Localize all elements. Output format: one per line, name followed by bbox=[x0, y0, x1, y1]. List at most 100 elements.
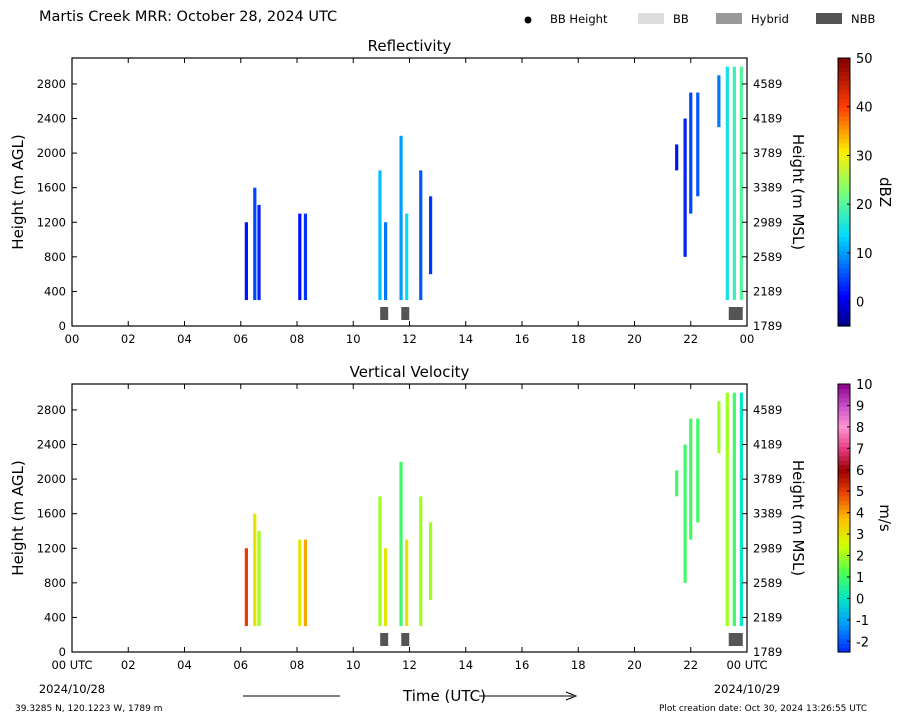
panel1-colorbar-segment bbox=[838, 160, 850, 166]
panel2-colorbar-segment bbox=[838, 535, 850, 541]
panel2-data-column bbox=[696, 418, 700, 523]
panel2-colorbar-segment bbox=[838, 629, 850, 635]
panel2-colorbar-segment bbox=[838, 406, 850, 412]
panel2-colorbar-segment bbox=[838, 647, 850, 653]
panel1-x-tick-label: 04 bbox=[177, 332, 192, 346]
panel2-colorbar-segment bbox=[838, 544, 850, 550]
panel2-colorbar-segment bbox=[838, 526, 850, 532]
panel1-y-tick-label: 800 bbox=[44, 250, 66, 264]
panel2-y-tick-label: 2800 bbox=[37, 403, 66, 417]
panel2-bb-marker bbox=[380, 633, 389, 646]
panel2-colorbar-segment bbox=[838, 634, 850, 640]
panel2-colorbar-segment bbox=[838, 571, 850, 577]
panel2-colorbar-segment bbox=[838, 585, 850, 591]
panel1-x-tick-label: 06 bbox=[233, 332, 248, 346]
panel1-bb-marker bbox=[728, 307, 743, 320]
panel1-colorbar-segment bbox=[838, 62, 850, 68]
panel1-colorbar-segment bbox=[838, 147, 850, 153]
panel1-colorbar-segment bbox=[838, 58, 850, 64]
panel1-y-tick-label: 1200 bbox=[37, 215, 66, 229]
panel1-x-tick-label: 16 bbox=[515, 332, 530, 346]
panel2-y-tick-label: 2400 bbox=[37, 438, 66, 452]
panel1-data-column bbox=[689, 92, 693, 214]
panel1-colorbar-segment bbox=[838, 133, 850, 139]
panel2-colorbar-segment bbox=[838, 410, 850, 416]
panel2-colorbar-segment bbox=[838, 567, 850, 573]
panel2-colorbar-segment bbox=[838, 558, 850, 564]
panel2-colorbar-tick-label: 1 bbox=[856, 571, 864, 586]
panel1-colorbar-segment bbox=[838, 71, 850, 77]
panel2-colorbar-segment bbox=[838, 513, 850, 519]
panel2-x-date-start: 2024/10/28 bbox=[39, 682, 105, 696]
panel2-colorbar-segment bbox=[838, 593, 850, 599]
panel2-colorbar-segment bbox=[838, 616, 850, 622]
panel1-colorbar-segment bbox=[838, 223, 850, 229]
panel2-x-tick-label: 10 bbox=[346, 658, 361, 672]
panel1-y-tick-label-right: 2989 bbox=[753, 215, 782, 229]
panel1-colorbar-segment bbox=[838, 169, 850, 175]
panel2-colorbar-segment bbox=[838, 562, 850, 568]
panel1-colorbar-segment bbox=[838, 178, 850, 184]
panel1-data-column bbox=[405, 213, 409, 301]
panel2-colorbar-segment bbox=[838, 495, 850, 501]
panel1-colorbar-segment bbox=[838, 151, 850, 157]
panel1-title: Reflectivity bbox=[368, 37, 452, 55]
panel2-colorbar-segment bbox=[838, 607, 850, 613]
panel2-colorbar-segment bbox=[838, 580, 850, 586]
panel1-colorbar-segment bbox=[838, 93, 850, 99]
panel2-x-date-end: 2024/10/29 bbox=[714, 682, 780, 696]
panel1-plot-frame bbox=[71, 57, 748, 327]
panel2-colorbar-segment bbox=[838, 522, 850, 528]
panel2-title: Vertical Velocity bbox=[350, 363, 470, 381]
panel2-colorbar-segment bbox=[838, 415, 850, 421]
panel2-y-tick-label-right: 3789 bbox=[753, 472, 782, 486]
panel1-colorbar-tick-label: 30 bbox=[856, 149, 873, 164]
panel1-x-tick-label: 20 bbox=[627, 332, 642, 346]
panel1-colorbar-tick-label: 0 bbox=[856, 296, 864, 311]
panel1-colorbar-segment bbox=[838, 250, 850, 256]
panel1-colorbar-tick-label: 10 bbox=[856, 247, 873, 262]
panel2-colorbar-segment bbox=[838, 473, 850, 479]
panel1-colorbar-segment bbox=[838, 183, 850, 189]
panel1-colorbar-segment bbox=[838, 192, 850, 198]
panel1-colorbar-segment bbox=[838, 66, 850, 72]
panel1-colorbar-segment bbox=[838, 84, 850, 90]
panel2-y-tick-label-right: 4589 bbox=[753, 403, 782, 417]
panel1-colorbar-segment bbox=[838, 267, 850, 273]
panel1-colorbar-segment bbox=[838, 290, 850, 296]
panel2-colorbar-segment bbox=[838, 464, 850, 470]
panel1-data-column bbox=[696, 92, 700, 197]
panel2-x-tick-label: 18 bbox=[571, 658, 586, 672]
panel2-colorbar-tick-label: 9 bbox=[856, 399, 864, 414]
panel1-data-column bbox=[675, 144, 679, 171]
panel2-colorbar-segment bbox=[838, 437, 850, 443]
location-note: 39.3285 N, 120.1223 W, 1789 m bbox=[15, 704, 163, 714]
panel2-data-column bbox=[257, 530, 261, 627]
panel1-y-tick-label-right: 3389 bbox=[753, 181, 782, 195]
panel1-data-column bbox=[683, 118, 687, 257]
panel1-data-column bbox=[739, 66, 743, 301]
panel2-colorbar-segment bbox=[838, 509, 850, 515]
panel2-x-tick-label: 16 bbox=[515, 658, 530, 672]
panel2-colorbar-tick-label: 10 bbox=[856, 378, 873, 393]
panel2-colorbar-segment bbox=[838, 598, 850, 604]
panel2-data-column bbox=[298, 539, 302, 627]
panel2-colorbar-segment bbox=[838, 611, 850, 617]
panel1-colorbar-segment bbox=[838, 120, 850, 126]
panel1-colorbar-tick-label: 20 bbox=[856, 198, 873, 213]
panel1-colorbar-segment bbox=[838, 263, 850, 269]
panel1-data-column bbox=[732, 66, 736, 301]
panel1-y-tick-label-right: 2589 bbox=[753, 250, 782, 264]
panel2-colorbar-segment bbox=[838, 643, 850, 649]
panel2-x-tick-label: 00 UTC bbox=[726, 658, 767, 672]
panel1-x-tick-label: 18 bbox=[571, 332, 586, 346]
panel2-x-tick-label: 12 bbox=[402, 658, 417, 672]
panel1-x-tick-label: 02 bbox=[121, 332, 136, 346]
panel2-colorbar-segment bbox=[838, 428, 850, 434]
panel1-colorbar-segment bbox=[838, 80, 850, 86]
panel2-data-column bbox=[303, 539, 308, 627]
panel2-colorbar-tick-label: 2 bbox=[856, 550, 864, 565]
panel2-y-tick-label: 0 bbox=[59, 645, 66, 659]
panel2-colorbar-tick-label: 7 bbox=[856, 442, 864, 457]
panel1-colorbar-segment bbox=[838, 259, 850, 265]
